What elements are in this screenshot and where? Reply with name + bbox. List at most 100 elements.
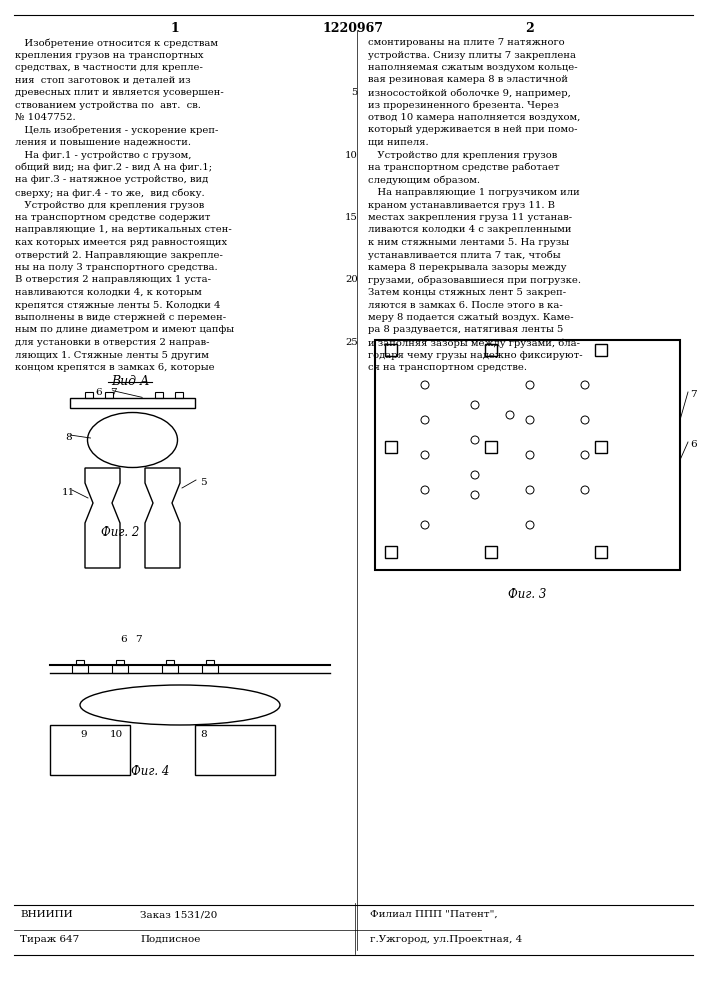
Text: ным по длине диаметром и имеют цапфы: ным по длине диаметром и имеют цапфы (15, 326, 234, 334)
Text: Фиг. 4: Фиг. 4 (131, 765, 169, 778)
Text: ления и повышение надежности.: ления и повышение надежности. (15, 138, 191, 147)
Bar (485, 441, 497, 453)
Text: на транспортном средстве работает: на транспортном средстве работает (368, 163, 560, 172)
Text: навливаются колодки 4, к которым: навливаются колодки 4, к которым (15, 288, 201, 297)
Text: щи нипеля.: щи нипеля. (368, 138, 428, 147)
Text: износостойкой оболочке 9, например,: износостойкой оболочке 9, например, (368, 88, 571, 98)
Text: 10: 10 (345, 150, 358, 159)
Text: ВНИИПИ: ВНИИПИ (20, 910, 73, 919)
Text: ливаются колодки 4 с закрепленными: ливаются колодки 4 с закрепленными (368, 226, 571, 234)
Text: вая резиновая камера 8 в эластичной: вая резиновая камера 8 в эластичной (368, 76, 568, 85)
Text: 8: 8 (200, 730, 206, 739)
Text: ния  стоп заготовок и деталей из: ния стоп заготовок и деталей из (15, 76, 191, 85)
Text: отверстий 2. Направляющие закрепле-: отверстий 2. Направляющие закрепле- (15, 250, 223, 259)
Text: местах закрепления груза 11 устанав-: местах закрепления груза 11 устанав- (368, 213, 572, 222)
Bar (202, 665, 218, 673)
Bar (72, 665, 88, 673)
Text: На фиг.1 - устройство с грузом,: На фиг.1 - устройство с грузом, (15, 150, 192, 159)
Text: ляющих 1. Стяжные ленты 5 другим: ляющих 1. Стяжные ленты 5 другим (15, 351, 209, 360)
Text: устанавливается плита 7 так, чтобы: устанавливается плита 7 так, чтобы (368, 250, 561, 260)
Bar (206, 660, 214, 665)
Text: Цель изобретения - ускорение креп-: Цель изобретения - ускорение креп- (15, 125, 218, 135)
Text: 7: 7 (110, 388, 117, 397)
Text: общий вид; на фиг.2 - вид А на фиг.1;: общий вид; на фиг.2 - вид А на фиг.1; (15, 163, 212, 172)
Bar (385, 441, 397, 453)
Text: 11: 11 (62, 488, 75, 497)
Text: 7: 7 (135, 635, 141, 644)
Text: Вид А: Вид А (111, 375, 149, 388)
Text: на транспортном средстве содержит: на транспортном средстве содержит (15, 213, 211, 222)
Bar (385, 344, 397, 356)
Bar (485, 344, 497, 356)
Text: к ним стяжными лентами 5. На грузы: к ним стяжными лентами 5. На грузы (368, 238, 569, 247)
Bar (155, 392, 163, 398)
Bar (105, 392, 113, 398)
Text: который удерживается в ней при помо-: который удерживается в ней при помо- (368, 125, 578, 134)
Text: Заказ 1531/20: Заказ 1531/20 (140, 910, 217, 919)
Text: Фиг. 3: Фиг. 3 (508, 588, 547, 601)
Text: и заполняя зазоры между грузами, бла-: и заполняя зазоры между грузами, бла- (368, 338, 580, 348)
Text: Затем концы стяжных лент 5 закреп-: Затем концы стяжных лент 5 закреп- (368, 288, 566, 297)
Text: № 1047752.: № 1047752. (15, 113, 76, 122)
Text: древесных плит и является усовершен-: древесных плит и является усовершен- (15, 88, 223, 97)
Text: Филиал ППП "Патент",: Филиал ППП "Патент", (370, 910, 498, 919)
Bar (50, 725, 130, 775)
Text: 20: 20 (345, 275, 358, 284)
Text: краном устанавливается груз 11. В: краном устанавливается груз 11. В (368, 200, 555, 210)
Text: ся на транспортном средстве.: ся на транспортном средстве. (368, 363, 527, 372)
Bar (70, 398, 195, 408)
Bar (595, 546, 607, 558)
Text: направляющие 1, на вертикальных стен-: направляющие 1, на вертикальных стен- (15, 226, 232, 234)
Text: ствованием устройства по  авт.  св.: ствованием устройства по авт. св. (15, 101, 201, 109)
Text: выполнены в виде стержней с перемен-: выполнены в виде стержней с перемен- (15, 313, 226, 322)
Bar (595, 441, 607, 453)
Text: Устройство для крепления грузов: Устройство для крепления грузов (15, 200, 204, 210)
Text: 1: 1 (170, 22, 180, 35)
Text: 7: 7 (690, 390, 696, 399)
Text: средствах, в частности для крепле-: средствах, в частности для крепле- (15, 63, 203, 72)
Text: наполняемая сжатым воздухом кольце-: наполняемая сжатым воздухом кольце- (368, 63, 578, 72)
Bar (76, 660, 84, 665)
Text: 5: 5 (351, 88, 358, 97)
Text: ляются в замках 6. После этого в ка-: ляются в замках 6. После этого в ка- (368, 300, 563, 310)
Text: следующим образом.: следующим образом. (368, 176, 480, 185)
Text: 25: 25 (345, 338, 358, 347)
Text: 1220967: 1220967 (322, 22, 383, 35)
Text: сверху; на фиг.4 - то же,  вид сбоку.: сверху; на фиг.4 - то же, вид сбоку. (15, 188, 204, 198)
Bar (485, 546, 497, 558)
Text: из прорезиненного брезента. Через: из прорезиненного брезента. Через (368, 101, 559, 110)
Text: крепления грузов на транспортных: крепления грузов на транспортных (15, 50, 204, 60)
Text: концом крепятся в замках 6, которые: концом крепятся в замках 6, которые (15, 363, 215, 372)
Bar (112, 665, 128, 673)
Bar (116, 660, 124, 665)
Bar (375, 340, 680, 570)
Bar (166, 660, 174, 665)
Text: ках которых имеется ряд равностоящих: ках которых имеется ряд равностоящих (15, 238, 227, 247)
Text: годаря чему грузы надежно фиксируют-: годаря чему грузы надежно фиксируют- (368, 351, 583, 360)
Bar (595, 344, 607, 356)
Text: В отверстия 2 направляющих 1 уста-: В отверстия 2 направляющих 1 уста- (15, 275, 211, 284)
Bar (195, 725, 275, 775)
Text: на фиг.3 - натяжное устройство, вид: на фиг.3 - натяжное устройство, вид (15, 176, 209, 184)
Bar (162, 665, 178, 673)
Text: Подписное: Подписное (140, 935, 200, 944)
Text: отвод 10 камера наполняется воздухом,: отвод 10 камера наполняется воздухом, (368, 113, 580, 122)
Text: грузами, образовавшиеся при погрузке.: грузами, образовавшиеся при погрузке. (368, 275, 581, 285)
Text: Изобретение относится к средствам: Изобретение относится к средствам (15, 38, 218, 47)
Text: устройства. Снизу плиты 7 закреплена: устройства. Снизу плиты 7 закреплена (368, 50, 576, 60)
Text: На направляющие 1 погрузчиком или: На направляющие 1 погрузчиком или (368, 188, 580, 197)
Text: 5: 5 (200, 478, 206, 487)
Text: меру 8 подается сжатый воздух. Каме-: меру 8 подается сжатый воздух. Каме- (368, 313, 573, 322)
Text: 6: 6 (120, 635, 127, 644)
Bar (385, 546, 397, 558)
Bar (175, 392, 183, 398)
Text: г.Ужгород, ул.Проектная, 4: г.Ужгород, ул.Проектная, 4 (370, 935, 522, 944)
Text: 8: 8 (65, 433, 71, 442)
Text: 15: 15 (345, 213, 358, 222)
Text: 10: 10 (110, 730, 123, 739)
Text: Фиг. 2: Фиг. 2 (101, 526, 139, 539)
Text: ра 8 раздувается, натягивая ленты 5: ра 8 раздувается, натягивая ленты 5 (368, 326, 563, 334)
Text: 2: 2 (525, 22, 534, 35)
Text: Устройство для крепления грузов: Устройство для крепления грузов (368, 150, 557, 159)
Text: крепятся стяжные ленты 5. Колодки 4: крепятся стяжные ленты 5. Колодки 4 (15, 300, 221, 310)
